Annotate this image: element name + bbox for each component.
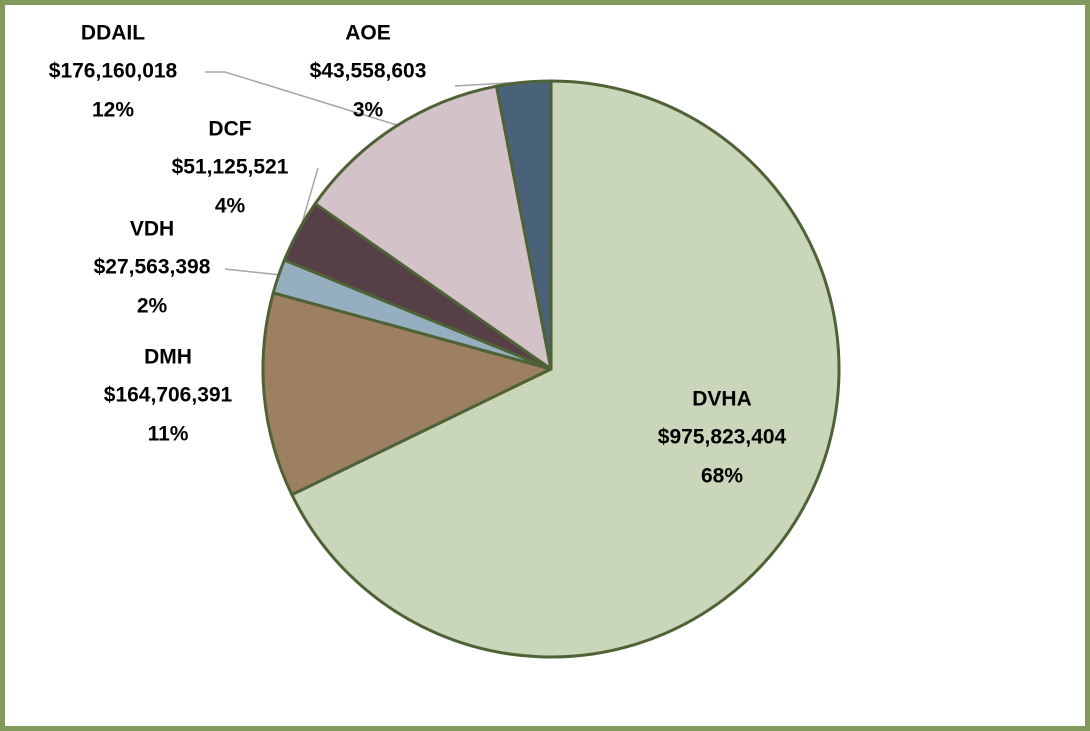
- pie-slice: [495, 79, 553, 371]
- slice-label-name: DVHA: [692, 388, 752, 411]
- slice-label-name: DDAIL: [81, 22, 145, 45]
- pie-slice: [313, 84, 553, 371]
- slice-label-value: $164,706,391: [104, 384, 233, 407]
- slice-label-value: $51,125,521: [172, 156, 289, 179]
- slice-label-percent: 2%: [137, 295, 168, 318]
- pie-slice: [290, 79, 841, 659]
- leader-line: [224, 268, 282, 276]
- slice-label-percent: 3%: [353, 99, 384, 122]
- slice-label-percent: 68%: [701, 465, 743, 488]
- slice-label-name: VDH: [130, 218, 174, 241]
- slice-label-name: DMH: [144, 346, 192, 369]
- pie-slice: [261, 291, 553, 497]
- slice-label-value: $43,558,603: [310, 60, 427, 83]
- slice-label-name: DCF: [208, 118, 251, 141]
- leader-line: [205, 71, 401, 127]
- slice-label-percent: 4%: [215, 195, 246, 218]
- slice-label-name: AOE: [345, 22, 391, 45]
- slice-label-percent: 12%: [92, 99, 134, 122]
- slice-label-value: $176,160,018: [49, 60, 178, 83]
- slice-label-value: $27,563,398: [94, 256, 211, 279]
- slice-label-percent: 11%: [148, 423, 189, 446]
- slice-label-value: $975,823,404: [658, 426, 787, 449]
